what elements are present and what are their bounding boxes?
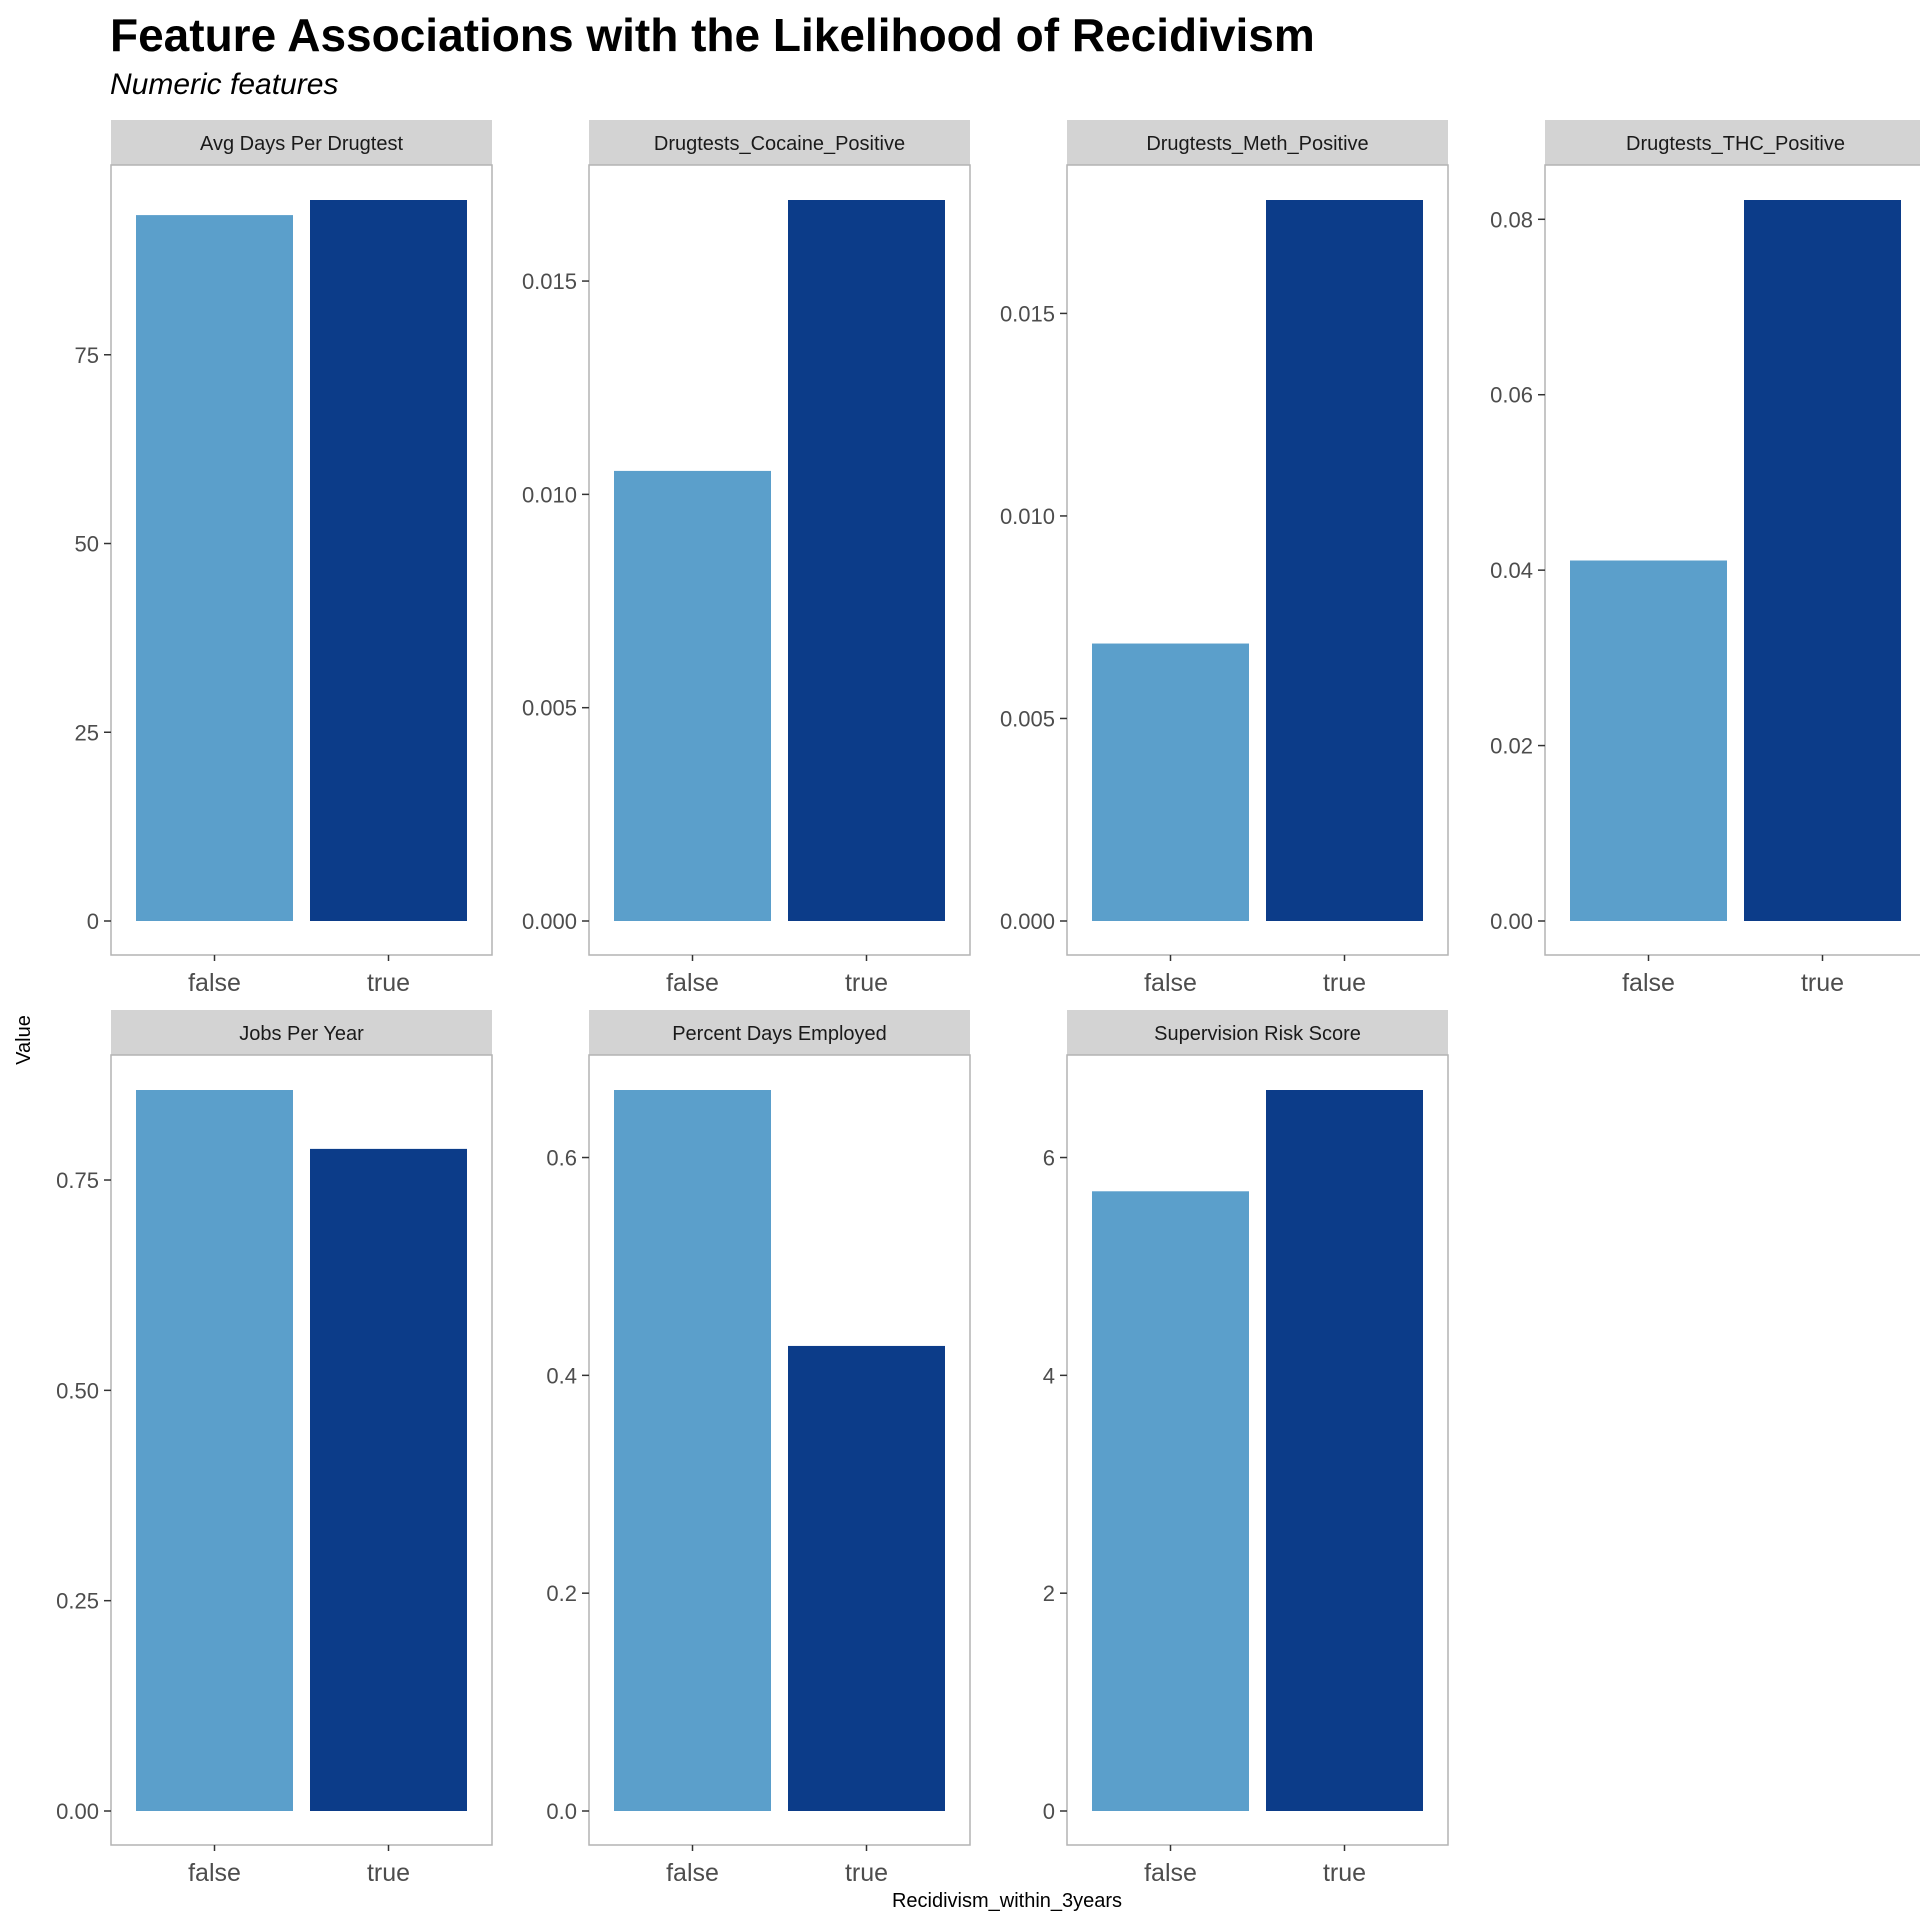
y-tick-label: 0.6 bbox=[546, 1146, 577, 1171]
y-tick-label: 0.0 bbox=[546, 1799, 577, 1824]
facet-strip-label: Percent Days Employed bbox=[672, 1023, 887, 1045]
bar-true bbox=[1266, 1090, 1423, 1811]
bar-true bbox=[310, 200, 467, 921]
facet-panel: Supervision Risk Score false true 0 2 4 6 bbox=[1043, 1010, 1449, 1887]
x-tick-label: false bbox=[188, 969, 241, 997]
facet-strip bbox=[1545, 120, 1920, 165]
y-tick-label: 0 bbox=[87, 909, 99, 934]
facet-panel: Avg Days Per Drugtest false true 0 25 50 75 bbox=[75, 120, 493, 997]
facet-panel: Percent Days Employed false true 0.0 0.2 0.4 0… bbox=[546, 1010, 971, 1887]
y-tick-label: 0.00 bbox=[1490, 909, 1533, 934]
y-tick-label: 75 bbox=[75, 343, 99, 368]
x-tick-label: true bbox=[367, 969, 410, 997]
x-tick-label: false bbox=[1144, 1859, 1197, 1887]
y-tick-label: 0.25 bbox=[56, 1589, 99, 1614]
y-tick-label: 0.015 bbox=[522, 269, 577, 294]
x-tick-label: false bbox=[1144, 969, 1197, 997]
y-tick-label: 4 bbox=[1043, 1363, 1055, 1388]
y-tick-label: 0.010 bbox=[1000, 504, 1055, 529]
x-tick-label: false bbox=[666, 969, 719, 997]
facet-strip bbox=[111, 120, 492, 165]
facet-panel: Jobs Per Year false true 0.00 0.25 0.50 0.75 bbox=[56, 1010, 493, 1887]
x-tick-label: true bbox=[1323, 1859, 1366, 1887]
facet-strip bbox=[1067, 1010, 1448, 1055]
bar-true bbox=[310, 1148, 467, 1811]
x-tick-label: false bbox=[188, 1859, 241, 1887]
y-tick-label: 2 bbox=[1043, 1581, 1055, 1606]
facet-strip bbox=[111, 1010, 492, 1055]
y-axis-title: Value bbox=[13, 1015, 35, 1065]
chart-subtitle: Numeric features bbox=[110, 68, 339, 101]
y-tick-label: 0.005 bbox=[522, 696, 577, 721]
y-tick-label: 0.010 bbox=[522, 482, 577, 507]
bar-true bbox=[788, 200, 945, 921]
bar-false bbox=[136, 215, 293, 921]
x-tick-label: true bbox=[1801, 969, 1844, 997]
facet-strip-label: Drugtests_Meth_Positive bbox=[1146, 133, 1368, 155]
x-tick-label: true bbox=[1323, 969, 1366, 997]
y-tick-label: 0.000 bbox=[1000, 909, 1055, 934]
y-tick-label: 0.02 bbox=[1490, 734, 1533, 759]
y-tick-label: 6 bbox=[1043, 1146, 1055, 1171]
y-tick-label: 0.50 bbox=[56, 1378, 99, 1403]
y-tick-label: 0.75 bbox=[56, 1168, 99, 1193]
x-tick-label: false bbox=[666, 1859, 719, 1887]
y-tick-label: 25 bbox=[75, 720, 99, 745]
facet-strip-label: Avg Days Per Drugtest bbox=[200, 133, 403, 155]
y-tick-label: 0.04 bbox=[1490, 558, 1533, 583]
facet-strip-label: Drugtests_THC_Positive bbox=[1626, 133, 1845, 155]
y-tick-label: 0.005 bbox=[1000, 706, 1055, 731]
x-tick-label: true bbox=[845, 1859, 888, 1887]
x-tick-label: true bbox=[367, 1859, 410, 1887]
bar-false bbox=[614, 1090, 771, 1811]
bar-false bbox=[136, 1090, 293, 1811]
facet-strip bbox=[589, 120, 970, 165]
chart-title: Feature Associations with the Likelihood… bbox=[110, 9, 1315, 61]
y-tick-label: 0.000 bbox=[522, 909, 577, 934]
bar-true bbox=[1266, 200, 1423, 921]
x-tick-label: false bbox=[1622, 969, 1675, 997]
x-tick-label: true bbox=[845, 969, 888, 997]
facet-strip-label: Jobs Per Year bbox=[239, 1023, 364, 1045]
y-tick-label: 0 bbox=[1043, 1799, 1055, 1824]
y-tick-label: 0.00 bbox=[56, 1799, 99, 1824]
y-tick-label: 0.015 bbox=[1000, 301, 1055, 326]
bar-true bbox=[788, 1345, 945, 1811]
y-tick-label: 50 bbox=[75, 532, 99, 557]
bar-false bbox=[1092, 643, 1249, 921]
bar-true bbox=[1744, 200, 1901, 921]
y-tick-label: 0.06 bbox=[1490, 383, 1533, 408]
bar-false bbox=[1570, 560, 1727, 921]
facet-strip-label: Drugtests_Cocaine_Positive bbox=[654, 133, 905, 155]
bar-false bbox=[614, 470, 771, 921]
facet-strip bbox=[1067, 120, 1448, 165]
y-tick-label: 0.2 bbox=[546, 1581, 577, 1606]
bar-false bbox=[1092, 1191, 1249, 1811]
facet-strip-label: Supervision Risk Score bbox=[1154, 1023, 1361, 1045]
facet-strip bbox=[589, 1010, 970, 1055]
y-tick-label: 0.4 bbox=[546, 1363, 577, 1388]
x-axis-title: Recidivism_within_3years bbox=[892, 1890, 1122, 1912]
y-tick-label: 0.08 bbox=[1490, 207, 1533, 232]
